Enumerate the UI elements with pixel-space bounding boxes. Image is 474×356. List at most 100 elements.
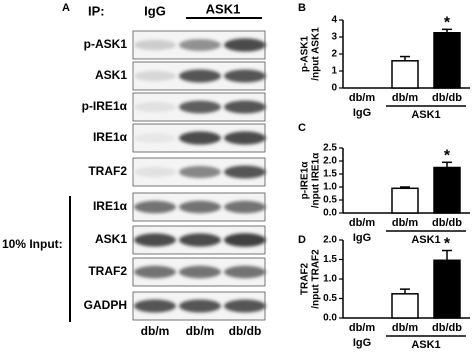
blot-row-label: ASK1: [95, 232, 127, 246]
blot-row-label: p-IRE1α: [82, 99, 128, 113]
blot-row-label: TRAF2: [88, 264, 127, 278]
annotation: *: [444, 236, 451, 253]
x-tick-label: db/m: [349, 217, 375, 229]
blot-band: [179, 265, 221, 279]
error-bar: [400, 186, 410, 189]
group-label: IgG: [353, 107, 371, 119]
blot-band: [134, 200, 176, 214]
blot-band: [179, 166, 221, 178]
error-bar: [442, 161, 452, 168]
y-axis-label: /nput TRAF2: [311, 249, 322, 309]
error-bar: [400, 55, 410, 61]
x-tick-label: db/db: [432, 92, 462, 104]
blot-band: [224, 299, 266, 313]
y-tick-label: 1: [331, 66, 337, 77]
blot-band: [224, 165, 266, 179]
blot-band: [134, 132, 176, 144]
y-tick-label: 0: [331, 83, 337, 94]
y-axis-label: /nput IRE1α: [311, 152, 322, 208]
ip-label: IP:: [88, 3, 105, 18]
blot-row-label: p-ASK1: [84, 37, 128, 51]
y-axis-label: p-IRE1α: [300, 161, 311, 200]
blot-band: [134, 265, 176, 279]
blot-band: [179, 131, 221, 145]
panel-label: C: [298, 122, 306, 134]
lane-label: db/m: [186, 324, 215, 338]
bar: [391, 187, 419, 214]
blot-band: [134, 299, 176, 313]
blot-band: [224, 38, 266, 52]
blot-row-label: GADPH: [84, 298, 127, 312]
y-tick-label: 0.0: [323, 208, 337, 219]
y-tick-label: 4: [331, 15, 337, 26]
blot-band: [224, 265, 266, 279]
bar: [433, 259, 461, 319]
blot-row-label: ASK1: [95, 68, 127, 82]
y-tick-label: 0.5: [323, 195, 337, 206]
x-tick-label: db/db: [432, 322, 462, 334]
error-bar: [400, 288, 410, 294]
group-label: ASK1: [411, 234, 440, 246]
ip-group: IgG: [144, 3, 166, 18]
blot-band: [134, 70, 176, 82]
y-tick-label: 0.5: [323, 293, 337, 304]
blot-band: [134, 166, 176, 178]
x-tick-label: db/m: [349, 322, 375, 334]
group-label: ASK1: [411, 109, 440, 121]
x-tick-label: db/m: [392, 92, 418, 104]
panel-label: A: [62, 2, 70, 14]
blot-band: [179, 100, 221, 114]
error-bar: [442, 249, 452, 261]
blot-band: [224, 131, 266, 145]
blot-band: [134, 39, 176, 51]
y-tick-label: 1.0: [323, 274, 337, 285]
blot-band: [134, 233, 176, 247]
blot-row-label: TRAF2: [88, 164, 127, 178]
y-tick-label: 1.0: [323, 182, 337, 193]
error-bar: [442, 28, 452, 33]
y-axis-label: p-ASK1: [300, 36, 311, 73]
y-axis-label: /nput ASK1: [311, 27, 322, 81]
group-label: IgG: [353, 337, 371, 349]
blot-band: [134, 101, 176, 113]
input-label: 10% Input:: [2, 237, 63, 251]
x-tick-label: db/m: [392, 322, 418, 334]
y-tick-label: 2.5: [323, 143, 337, 154]
annotation: *: [444, 15, 451, 32]
blot-band: [224, 200, 266, 214]
lane-label: db/db: [229, 324, 262, 338]
bar: [391, 60, 419, 89]
blot-band: [179, 233, 221, 247]
y-tick-label: 3: [331, 32, 337, 43]
ip-group: ASK1: [206, 1, 241, 16]
panel-label: B: [298, 2, 306, 14]
blot-row-label: IRE1α: [93, 199, 128, 213]
blot-band: [179, 200, 221, 214]
y-axis-label: TRAF2: [300, 262, 311, 295]
y-tick-label: 2: [331, 49, 337, 60]
blot-band: [179, 69, 221, 83]
blot-band: [224, 100, 266, 114]
bar: [433, 32, 461, 89]
x-tick-label: db/m: [392, 217, 418, 229]
x-tick-label: db/db: [432, 217, 462, 229]
y-tick-label: 1.5: [323, 254, 337, 265]
y-tick-label: 0.0: [323, 313, 337, 324]
x-tick-label: db/m: [349, 92, 375, 104]
y-tick-label: 2.0: [323, 235, 337, 246]
blot-band: [224, 233, 266, 247]
blot-band: [179, 39, 221, 51]
y-tick-label: 2.0: [323, 156, 337, 167]
lane-label: db/m: [141, 324, 170, 338]
bar: [433, 166, 461, 214]
annotation: *: [444, 148, 451, 165]
y-tick-label: 1.5: [323, 169, 337, 180]
group-label: IgG: [353, 232, 371, 244]
blot-row-label: IRE1α: [93, 130, 128, 144]
bar: [391, 293, 419, 319]
blot-band: [179, 299, 221, 313]
group-label: ASK1: [411, 339, 440, 351]
panel-label: D: [298, 234, 306, 246]
blot-band: [224, 69, 266, 83]
